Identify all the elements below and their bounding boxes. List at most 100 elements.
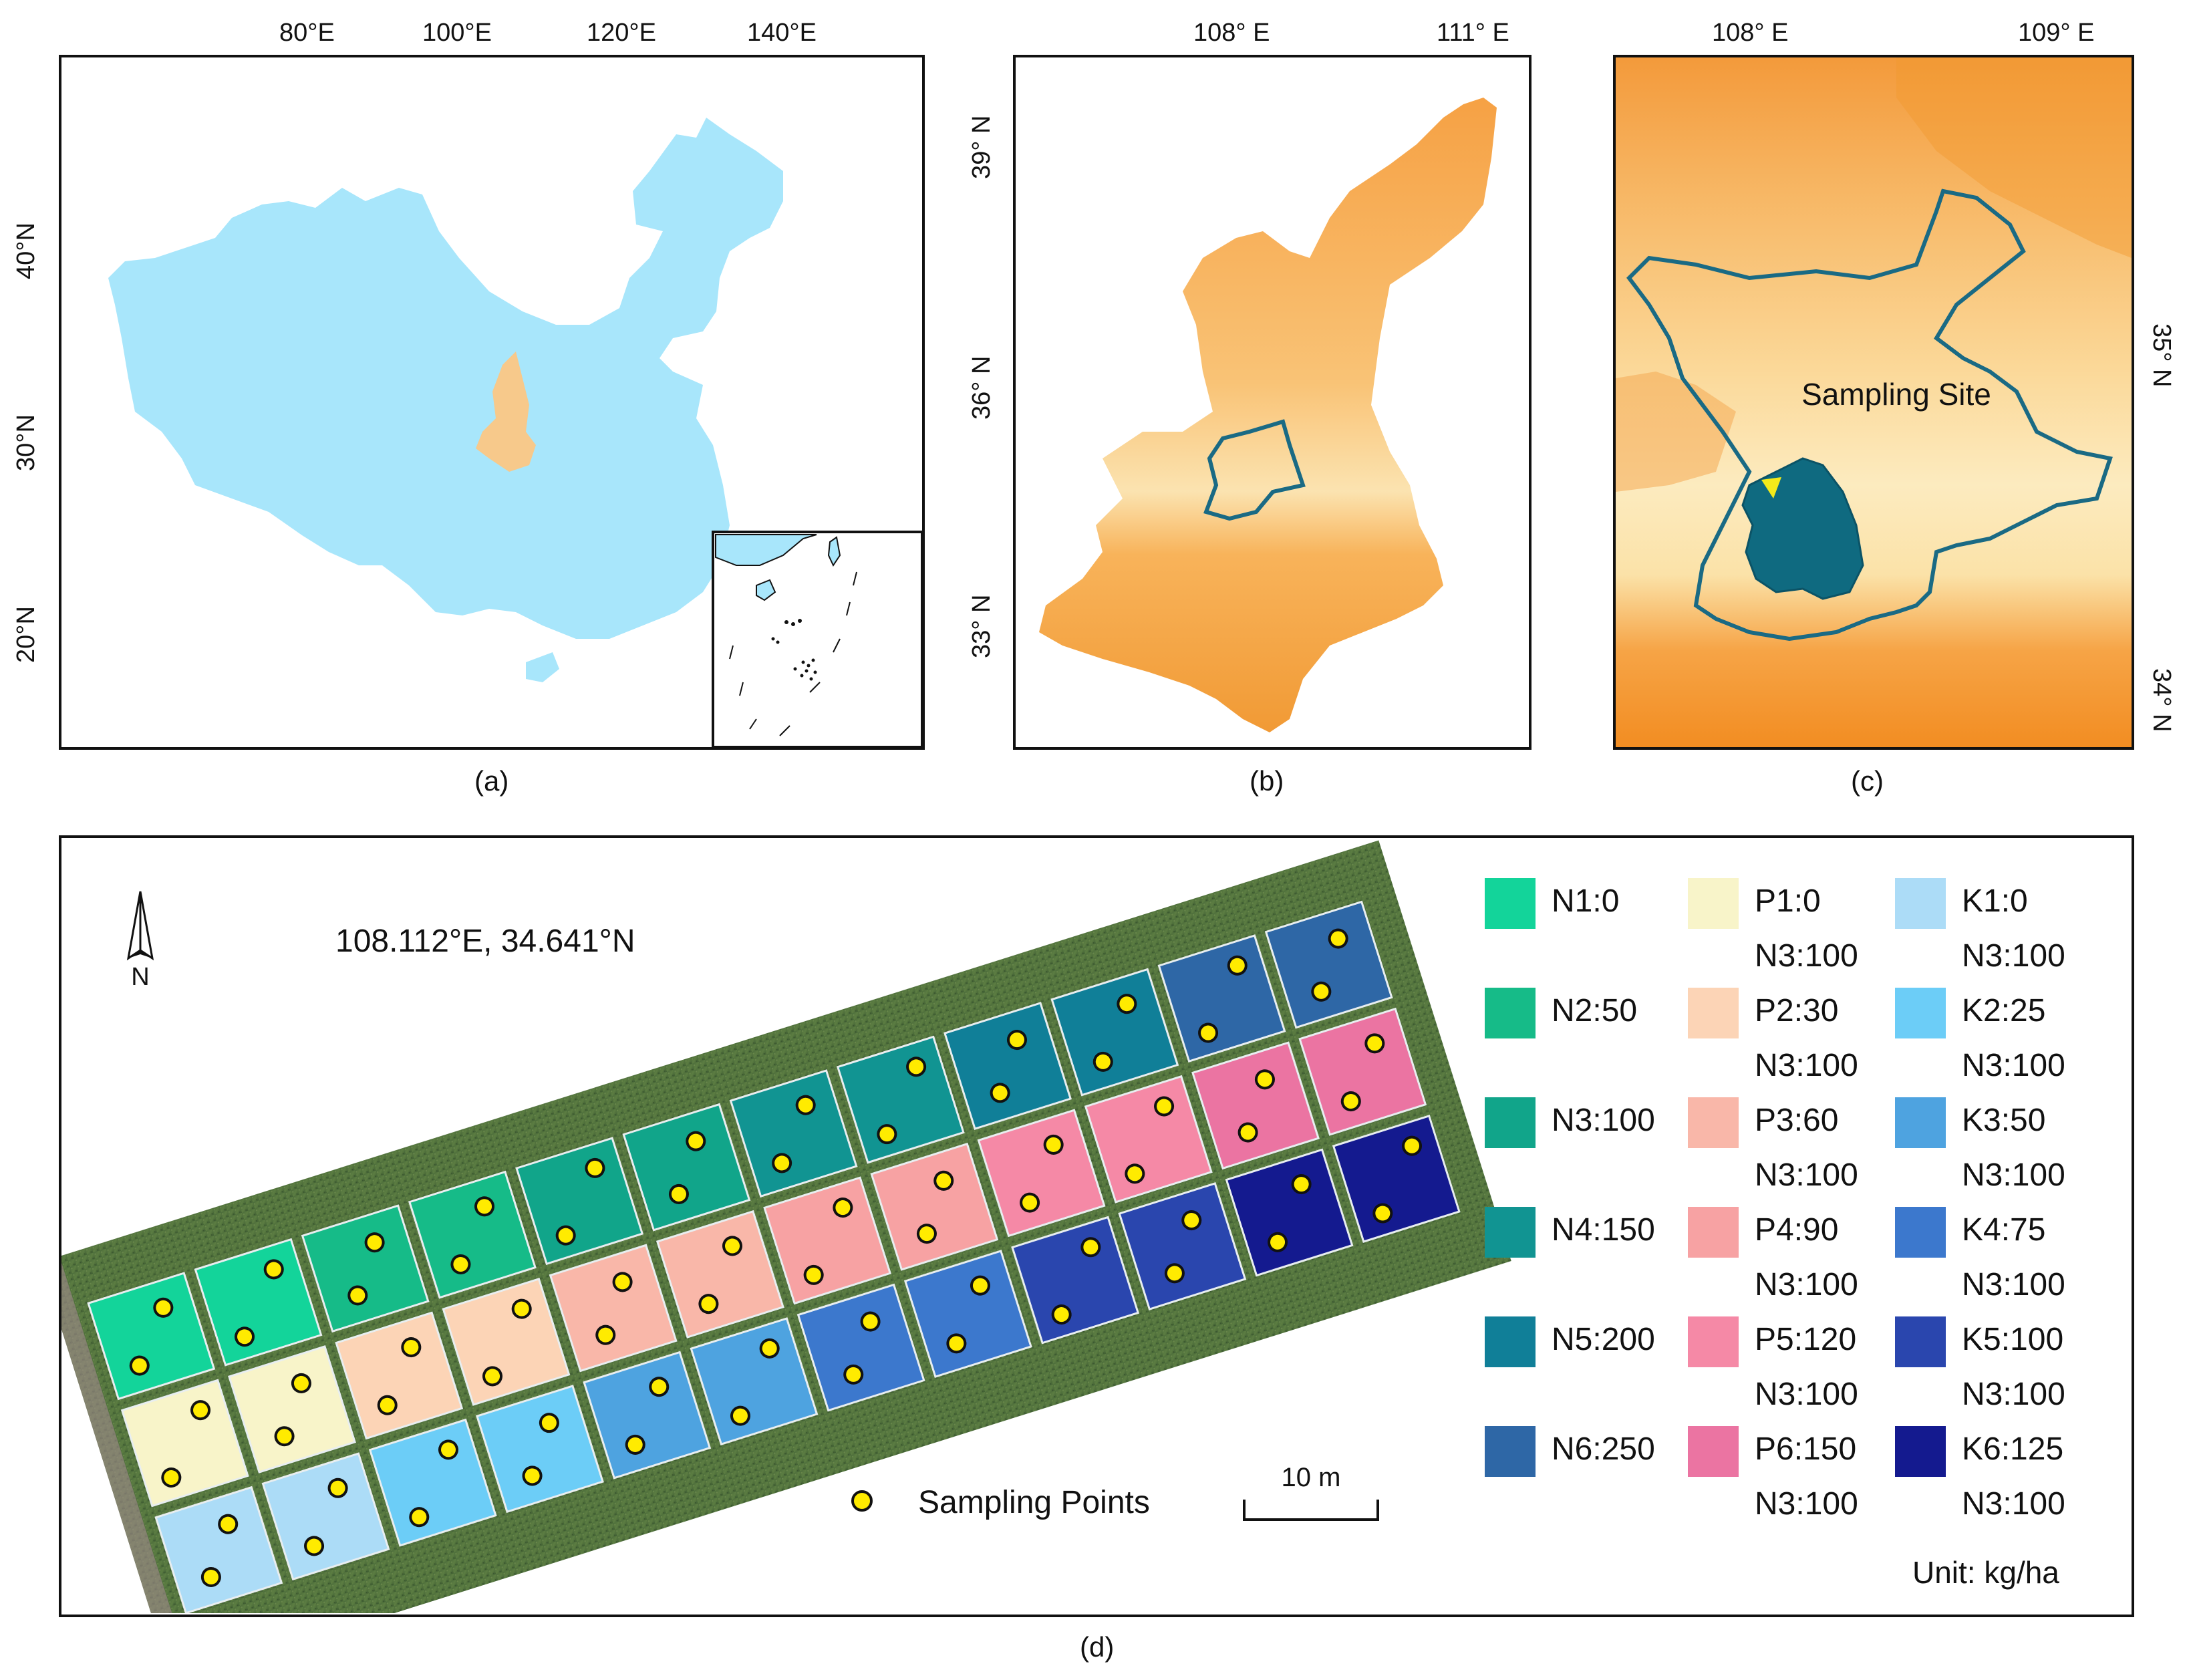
treatment-plot (549, 1244, 678, 1373)
legend-swatch (1485, 1207, 1536, 1258)
legend-sublabel: N3:100 (1962, 1377, 2065, 1412)
sampling-point (698, 1294, 719, 1314)
taiwan-island (683, 542, 700, 589)
treatment-plot (655, 1210, 784, 1339)
sampling-point (218, 1514, 239, 1534)
treatment-plot (120, 1379, 249, 1508)
sampling-point (1328, 928, 1348, 949)
panel-a-map (59, 55, 925, 750)
treatment-plot (903, 1250, 1032, 1379)
treatment-plot (228, 1345, 356, 1474)
legend-sublabel: N3:100 (1755, 1157, 1858, 1193)
treatment-plot (1264, 900, 1393, 1029)
sampling-point (438, 1439, 459, 1460)
sampling-point (1164, 1263, 1185, 1284)
sampling-point (327, 1478, 348, 1498)
treatment-plot (977, 1109, 1106, 1238)
sampling-point (1291, 1174, 1312, 1195)
sampling-point (946, 1333, 967, 1354)
sampling-point (877, 1124, 897, 1145)
legend-swatch (1895, 1097, 1946, 1148)
site-coordinates: 108.112°E, 34.641°N (335, 924, 635, 959)
lat-tick-35n: 35° N (2148, 323, 2176, 388)
sampling-point (401, 1337, 422, 1358)
treatment-plot (335, 1311, 464, 1440)
lon-tick-120e: 120°E (587, 19, 656, 47)
legend-sublabel: N3:100 (1755, 1267, 1858, 1302)
shaanxi-terrain (1039, 98, 1497, 732)
legend-swatch (1688, 1426, 1739, 1477)
scale-bar: 10 m (1243, 1463, 1379, 1521)
lon-tick-80e: 80°E (279, 19, 335, 47)
china-outline (108, 118, 783, 639)
sampling-point (906, 1057, 927, 1077)
legend-label: P1:0 (1755, 883, 1821, 919)
sampling-point (772, 1153, 792, 1173)
legend-swatch (1485, 1316, 1536, 1367)
panel-b-map (1013, 55, 1531, 750)
sampling-point (759, 1338, 780, 1359)
sampling-point (522, 1465, 543, 1486)
hainan-island (526, 652, 559, 682)
legend-swatch (1895, 1426, 1946, 1477)
sampling-site-marker (1761, 477, 1781, 499)
sampling-point (795, 1095, 816, 1115)
sampling-point (803, 1264, 824, 1285)
treatment-plot (154, 1486, 283, 1613)
sampling-point (990, 1083, 1010, 1103)
legend-label: P4:90 (1755, 1212, 1839, 1248)
unit-label: Unit: kg/ha (1912, 1555, 2059, 1590)
legend-swatch (1688, 1097, 1739, 1148)
legend-label: P6:150 (1755, 1431, 1857, 1467)
sampling-point (1372, 1203, 1393, 1224)
sampling-point (612, 1272, 633, 1292)
lat-tick-34n: 34° N (2148, 668, 2176, 732)
north-label: N (131, 963, 149, 991)
sampling-point (1080, 1237, 1101, 1258)
treatment-plot (836, 1035, 965, 1164)
sampling-point (274, 1426, 295, 1447)
legend-label: N4:150 (1552, 1212, 1655, 1248)
treatment-plot (1332, 1115, 1461, 1243)
county-boundary (1626, 188, 2113, 642)
lat-tick-30n: 30°N (12, 414, 40, 471)
sampling-point (1364, 1033, 1385, 1054)
legend-sublabel: N3:100 (1962, 1486, 2065, 1522)
sampling-point (1043, 1134, 1064, 1155)
sampling-point (161, 1467, 182, 1488)
sampling-point (1125, 1163, 1145, 1184)
sampling-point (291, 1373, 311, 1393)
sampling-point (668, 1183, 689, 1204)
treatment-plot (442, 1277, 571, 1406)
legend-sublabel: N3:100 (1755, 1048, 1858, 1083)
legend-label: N5:200 (1552, 1322, 1655, 1357)
legend-swatch (1485, 988, 1536, 1038)
sampling-point (1020, 1192, 1040, 1213)
caption-d: (d) (1080, 1631, 1115, 1663)
sampling-points-label: Sampling Points (918, 1485, 1150, 1520)
treatment-plot (368, 1418, 497, 1547)
sampling-point (1006, 1030, 1027, 1051)
lon-tick-100e: 100°E (422, 19, 492, 47)
caption-c: (c) (1851, 765, 1884, 797)
sampling-point (843, 1364, 864, 1385)
lon-tick-108e-b: 108° E (1193, 19, 1270, 47)
study-area-boundary (1203, 419, 1306, 521)
shaanxi-highlight (476, 352, 536, 472)
caption-b: (b) (1250, 765, 1284, 797)
sampling-point (1092, 1051, 1113, 1072)
legend-swatch (1688, 1316, 1739, 1367)
legend-label: K4:75 (1962, 1212, 2046, 1248)
lat-tick-36n: 36° N (968, 356, 996, 420)
legend-swatch (1688, 1207, 1739, 1258)
treatment-plot (261, 1452, 390, 1581)
sampling-point (190, 1400, 211, 1421)
sampling-point (1340, 1091, 1361, 1112)
sampling-point (1268, 1232, 1288, 1252)
sampling-point (1051, 1304, 1072, 1325)
lat-tick-40n: 40°N (12, 223, 40, 279)
sampling-point (153, 1297, 174, 1318)
treatment-plot (515, 1137, 644, 1266)
sampling-point (409, 1507, 430, 1528)
treatment-plot (690, 1317, 819, 1446)
